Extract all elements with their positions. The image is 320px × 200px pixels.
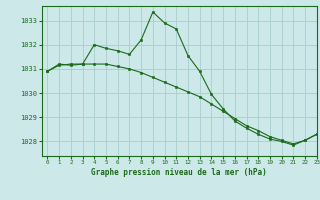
X-axis label: Graphe pression niveau de la mer (hPa): Graphe pression niveau de la mer (hPa)	[91, 168, 267, 177]
